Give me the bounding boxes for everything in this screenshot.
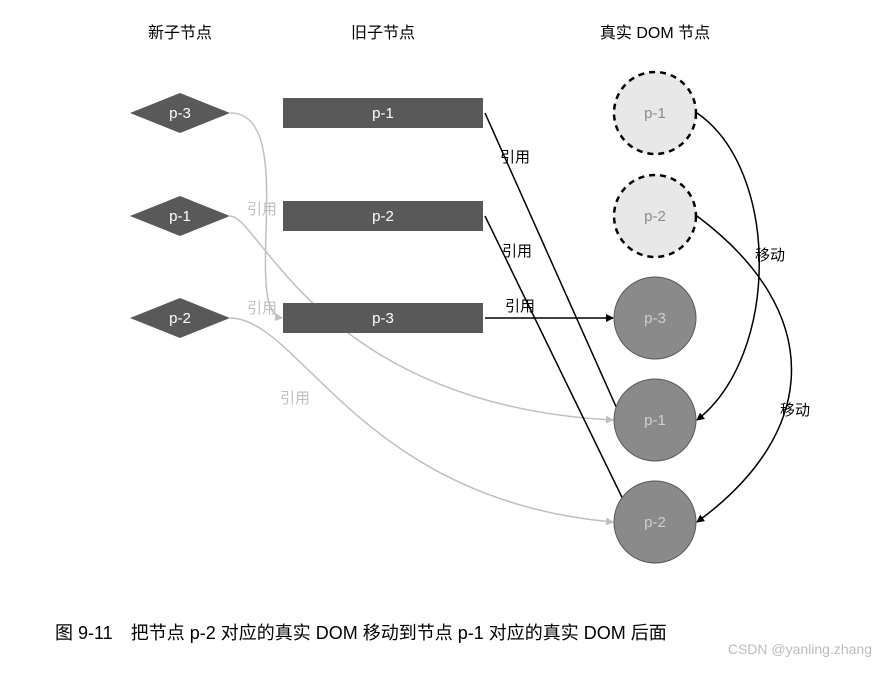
header-right: 真实 DOM 节点: [600, 24, 710, 42]
circle-label: p-1: [644, 412, 666, 429]
ref-edge-black: [485, 216, 634, 522]
rect-label: p-1: [372, 105, 394, 122]
rect-label: p-2: [372, 208, 394, 225]
ref-label: 引用: [505, 298, 535, 315]
ref-label: 引用: [247, 300, 277, 317]
circle-label: p-3: [644, 310, 666, 327]
ref-label: 引用: [280, 390, 310, 407]
diamond-label: p-2: [169, 310, 191, 327]
figure-caption: 图 9-11 把节点 p-2 对应的真实 DOM 移动到节点 p-1 对应的真实…: [55, 620, 815, 647]
diamond-label: p-1: [169, 208, 191, 225]
header-left: 新子节点: [148, 24, 212, 42]
move-label: 移动: [755, 247, 785, 264]
circle-label: p-2: [644, 208, 666, 225]
ref-label: 引用: [247, 201, 277, 218]
ref-edge-gray: [230, 318, 613, 522]
header-middle: 旧子节点: [351, 24, 415, 42]
rect-label: p-3: [372, 310, 394, 327]
watermark: CSDN @yanling.zhang: [728, 641, 872, 657]
node-diagram: 新子节点旧子节点真实 DOM 节点引用引用引用引用引用引用移动移动p-3p-1p…: [0, 0, 890, 600]
move-label: 移动: [780, 402, 810, 419]
circle-label: p-1: [644, 105, 666, 122]
ref-label: 引用: [502, 243, 532, 260]
diamond-label: p-3: [169, 105, 191, 122]
ref-label: 引用: [500, 149, 530, 166]
circle-label: p-2: [644, 514, 666, 531]
